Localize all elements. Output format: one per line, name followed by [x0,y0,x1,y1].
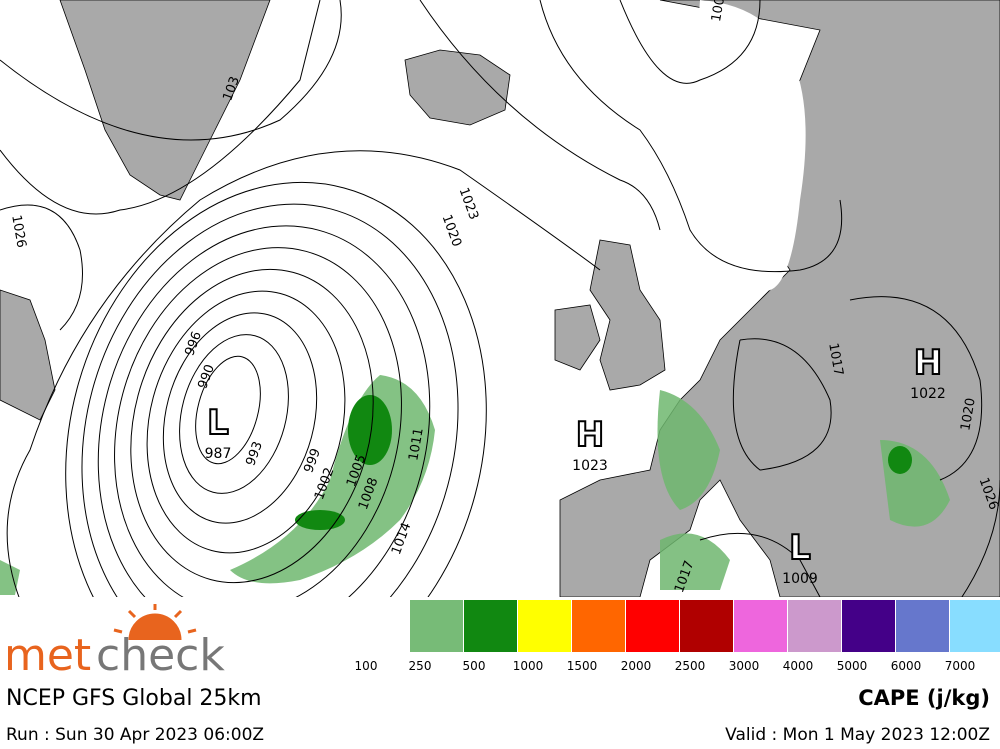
legend-swatch [842,600,895,652]
model-name: NCEP GFS Global 25km [6,686,262,711]
isobar [539,0,843,273]
legend-label: 1000 [513,659,544,673]
pressure-center-value: 1022 [910,386,946,402]
pressure-center-letter: H [576,415,604,455]
legend-swatch [626,600,679,652]
legend: 100 250 500 1000 1500 2000 2500 3000 4000 5000 600… [355,600,1000,673]
isobar [959,479,1000,601]
pressure-center-value: 987 [205,446,232,462]
legend-swatch [572,600,625,652]
pressure-center-letter: L [789,528,811,568]
pressure-center-letter: H [914,343,942,383]
isobar [195,355,261,465]
isobar [162,312,318,524]
isobar-label: 1020 [958,397,979,432]
legend-title: CAPE (j/kg) [858,686,990,710]
legend-label: 4000 [783,659,814,673]
isobar [619,0,761,84]
legend-swatch [680,600,733,652]
run-time: Run : Sun 30 Apr 2023 06:00Z [6,725,264,745]
isobar-label: 100 [709,0,728,23]
legend-label: 5000 [837,659,868,673]
isobar [179,334,289,494]
isobar [699,532,821,598]
legend-label: 1500 [567,659,598,673]
pressure-center-value: 1009 [782,571,818,587]
legend-label: 2500 [675,659,706,673]
isobar [130,268,374,584]
logo-check: check [96,630,225,681]
legend-swatch [410,600,463,652]
legend-label: 100 [355,659,378,673]
isobar [849,296,983,481]
sea [697,0,806,291]
cape-strong [295,395,912,530]
legend-swatch [518,600,571,652]
legend-label: 7000 [945,659,976,673]
legend-label: 500 [463,659,486,673]
isobar [146,290,346,554]
isobar-label: 1017 [825,342,846,377]
legend-label: 250 [409,659,432,673]
valid-time: Valid : Mon 1 May 2023 12:00Z [725,725,990,745]
legend-label: 2000 [621,659,652,673]
isobar-label: 1026 [8,214,29,249]
isobar [732,338,832,471]
logo-met: met [4,630,91,681]
legend-swatch [788,600,841,652]
legend-swatch [896,600,949,652]
isobar [6,150,601,601]
logo: met check [4,604,225,681]
isobar [0,204,83,331]
pressure-center-letter: L [207,403,229,443]
isobar [0,0,342,141]
legend-label: 3000 [729,659,760,673]
logo-sun [113,604,197,641]
legend-swatch [464,600,517,652]
legend-label: 6000 [891,659,922,673]
legend-swatch [734,600,787,652]
legend-swatch [950,600,1000,652]
isobar [419,0,661,231]
isobar-label: 1011 [406,427,427,462]
pressure-center-value: 1023 [572,458,608,474]
isobar [0,0,321,215]
